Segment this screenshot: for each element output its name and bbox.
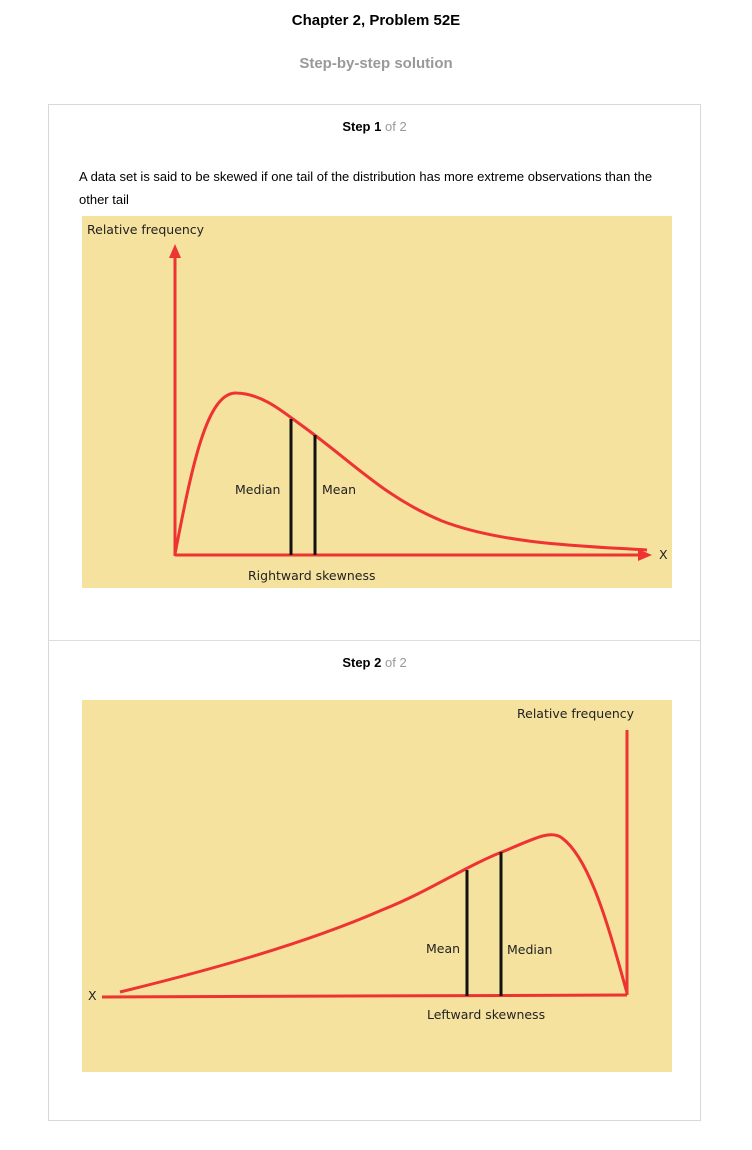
mean-label: Mean	[322, 482, 357, 497]
right-skew-figure: Relative frequency X Median Mean Rightwa…	[82, 216, 672, 588]
step-divider	[49, 640, 700, 641]
y-axis-arrow-icon	[169, 244, 181, 258]
step-1-label: Step	[342, 119, 371, 134]
left-skew-figure: Relative frequency X Mean Median Leftwar…	[82, 700, 672, 1072]
figure-caption: Leftward skewness	[427, 1007, 546, 1022]
median-label: Median	[235, 482, 281, 497]
y-axis-label: Relative frequency	[87, 222, 205, 237]
solution-card: Step 1 of 2 A data set is said to be ske…	[48, 104, 701, 1121]
x-axis-line	[101, 993, 628, 999]
x-axis-label: X	[88, 988, 97, 1003]
page-subtitle: Step-by-step solution	[299, 55, 453, 72]
step-1-header: Step 1 of 2	[49, 119, 700, 134]
x-axis-label: X	[659, 547, 668, 562]
right-skew-diagram	[169, 244, 652, 561]
step-1-number: 1	[374, 119, 382, 134]
step-1-text: A data set is said to be skewed if one t…	[79, 169, 653, 207]
right-skew-curve	[173, 391, 648, 555]
x-axis-arrow-icon	[638, 549, 652, 561]
y-axis-label: Relative frequency	[517, 706, 635, 721]
step-1-of-total: of 2	[384, 119, 407, 134]
left-skew-diagram	[101, 730, 629, 999]
step-2-header: Step 2 of 2	[49, 655, 700, 670]
step-2-of-total: of 2	[384, 655, 407, 670]
left-skew-curve	[119, 833, 629, 994]
step-2-number: 2	[374, 655, 382, 670]
mean-label: Mean	[426, 941, 461, 956]
figure-caption: Rightward skewness	[248, 568, 376, 583]
median-label: Median	[507, 942, 553, 957]
step-2-label: Step	[342, 655, 371, 670]
page-title: Chapter 2, Problem 52E	[291, 12, 461, 29]
